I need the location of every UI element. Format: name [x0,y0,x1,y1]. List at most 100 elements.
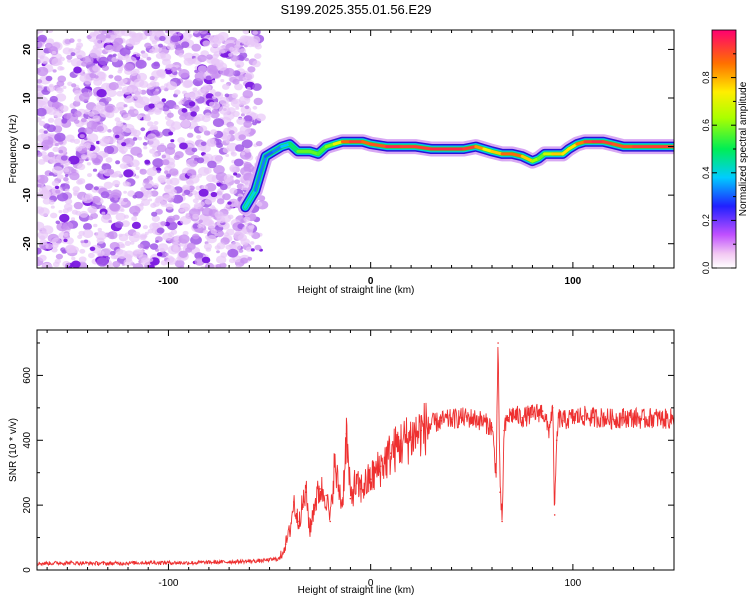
noise-blob [121,155,133,164]
noise-blob [228,199,239,207]
ridge-segment [243,188,257,209]
snr-point [557,416,560,419]
noise-blob [169,177,180,186]
noise-blob [123,63,135,72]
colorbar-gradient [711,29,737,269]
noise-blob [127,190,136,197]
noise-blob [148,103,155,109]
noise-blob [108,82,119,91]
noise-blob [166,43,176,51]
noise-blob [225,140,230,144]
noise-blob [201,256,211,264]
ridge-segment [264,149,276,158]
snr-point [497,342,499,344]
noise-blob [118,107,123,111]
snr-point [359,488,362,490]
noise-blob [62,260,71,268]
noise-blob [100,191,110,199]
noise-blob [56,192,69,202]
noise-blob [232,78,240,85]
noise-blob [152,183,159,189]
noise-blob [136,32,143,38]
noise-blob [101,211,106,215]
noise-blob [215,264,221,268]
snr-point [471,417,473,420]
noise-blob [96,125,105,132]
noise-blob [109,34,117,40]
noise-blob [234,44,241,50]
noise-blob [250,248,255,252]
noise-blob [140,186,147,192]
noise-blob [118,233,129,242]
noise-blob [63,168,70,173]
noise-blob [211,72,219,79]
noise-blob [211,108,219,115]
ridge-segment [462,145,478,151]
noise-blob [37,66,49,77]
noise-blob [73,90,81,96]
noise-blob [106,88,117,98]
noise-blob [228,130,235,135]
top-x-axis: -100 0 100 [46,30,675,287]
noise-blob [146,83,155,90]
noise-blob [123,258,134,267]
noise-blob [203,130,211,136]
noise-region [37,30,269,268]
noise-blob [196,135,202,139]
noise-blob [104,37,112,44]
noise-blob [132,249,144,258]
noise-blob [56,174,64,180]
noise-blob [179,114,187,121]
noise-blob [77,38,82,43]
noise-blob [51,50,57,55]
noise-blob [210,129,218,136]
noise-blob [149,148,156,154]
noise-blob [145,117,151,122]
snr-point [147,561,149,564]
noise-blob [240,113,245,117]
noise-blob [242,76,248,81]
noise-blob [135,59,147,69]
noise-blob [161,98,167,102]
snr-frame [36,329,675,571]
colorbar-tick-label: 0.6 [701,119,711,132]
noise-blob [148,264,155,268]
noise-blob [39,227,47,235]
noise-blob [226,142,239,152]
noise-blob [250,241,255,245]
noise-blob [204,262,215,268]
top-y-tick-label: -10 [22,187,33,202]
noise-blob [61,118,68,124]
noise-blob [152,152,159,158]
bottom-y-tick-label: 600 [22,367,33,384]
noise-blob [216,250,220,254]
noise-blob [52,69,57,73]
noise-blob [159,35,166,42]
noise-blob [37,31,40,35]
snr-point [297,520,299,523]
noise-blob [147,228,154,234]
noise-blob [105,111,115,119]
noise-blob [255,141,263,147]
ridge-segment [369,142,389,149]
noise-blob [197,54,207,63]
noise-blob [57,61,63,66]
noise-blob [223,67,235,77]
noise-blob [92,44,99,50]
noise-blob [234,60,245,68]
noise-blob [42,198,52,205]
noise-blob [164,170,169,174]
top-y-tick-label: 0 [22,143,33,149]
noise-blob [121,150,126,155]
noise-blob [165,203,174,210]
noise-blob [160,54,166,59]
noise-blob [51,237,62,246]
noise-blob [161,154,166,159]
snr-point [592,416,594,419]
noise-blob [177,32,182,37]
noise-blob [80,117,87,123]
noise-blob [93,186,99,191]
noise-blob [229,187,238,195]
